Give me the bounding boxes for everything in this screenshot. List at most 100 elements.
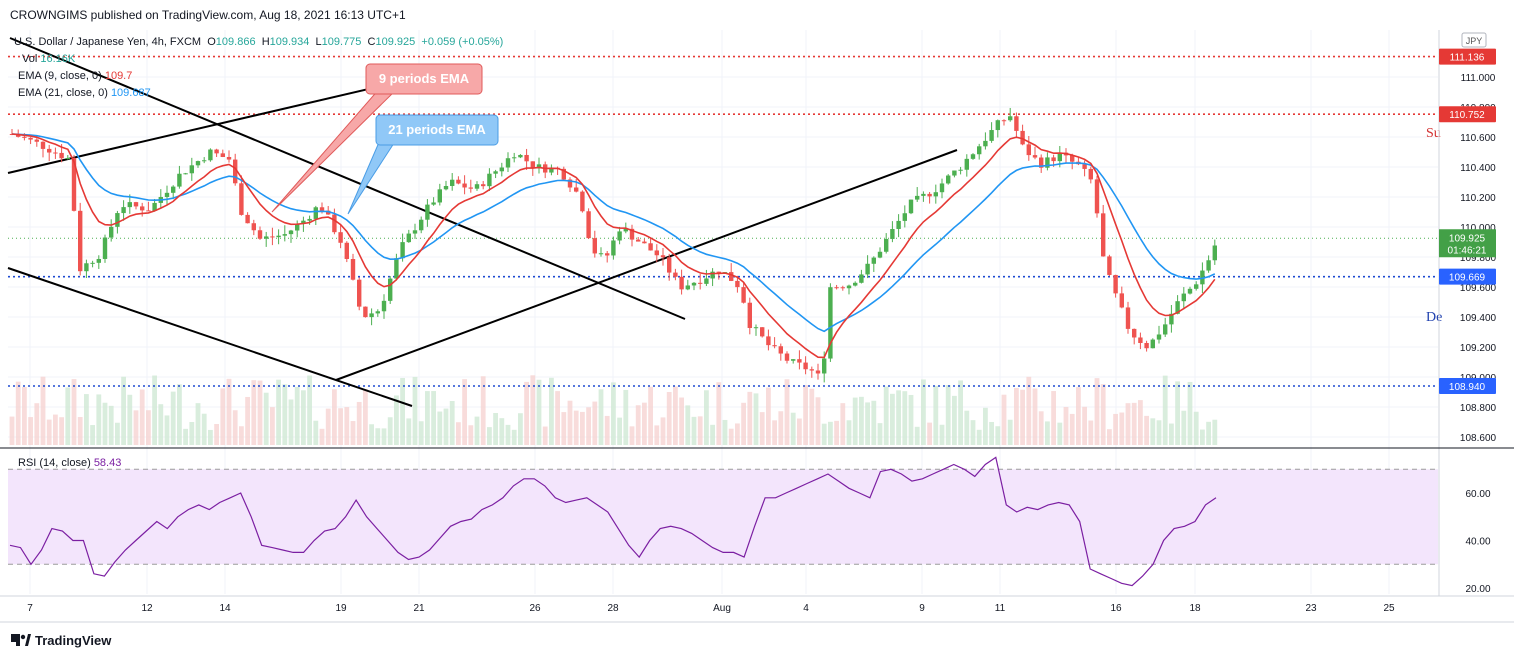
ema9-callout-text: 9 periods EMA: [379, 71, 470, 86]
candle: [1014, 112, 1019, 139]
volume-bar: [1107, 429, 1112, 445]
volume-bar: [809, 388, 815, 445]
candle: [747, 297, 752, 335]
volume-bar: [902, 391, 908, 445]
candle: [698, 274, 703, 290]
candle: [983, 132, 988, 150]
symbol-name[interactable]: U.S. Dollar / Japanese Yen, 4h, FXCM: [14, 36, 202, 48]
volume-bar: [1100, 384, 1106, 445]
volume-bar: [1014, 388, 1019, 445]
rsi-line: [9, 456, 1217, 587]
candle: [902, 205, 907, 228]
candle: [691, 282, 697, 291]
candle: [815, 363, 821, 380]
volume-bar: [164, 415, 170, 445]
volume-bar: [834, 420, 839, 445]
candle: [338, 224, 343, 249]
volume-bar: [995, 426, 1001, 445]
candle: [1039, 154, 1044, 173]
price-tag: 109.669: [1439, 268, 1496, 285]
volume-bar: [1007, 419, 1013, 445]
candle: [431, 197, 436, 206]
candle: [828, 283, 833, 362]
candle: [257, 226, 263, 240]
rsi-pane[interactable]: [8, 456, 1438, 587]
volume-bar: [673, 386, 678, 445]
volume-bar: [28, 417, 33, 445]
candle: [586, 208, 591, 240]
candle: [164, 185, 170, 206]
time-tick-label: 7: [27, 603, 33, 614]
candle: [704, 269, 709, 287]
candle: [710, 268, 715, 287]
time-tick-label: 14: [219, 603, 231, 614]
currency-badge[interactable]: JPY: [1461, 32, 1487, 48]
volume-bar: [350, 421, 356, 445]
volume-bar: [933, 385, 939, 445]
time-axis[interactable]: 7 12 14 19 21 26 28 Aug 4 9 11 16 18 23 25: [27, 603, 1395, 614]
volume-bar: [666, 392, 672, 445]
volume-bar: [865, 402, 870, 445]
volume-bar: [71, 379, 77, 445]
volume-bar: [617, 417, 622, 445]
volume-bar: [883, 386, 889, 445]
volume-bar: [474, 416, 480, 445]
volume-bar: [654, 425, 660, 445]
tradingview-logo-icon: [11, 634, 31, 646]
candle: [1045, 152, 1050, 171]
candle: [140, 202, 145, 217]
volume-bar: [741, 402, 746, 445]
vol-legend[interactable]: Vol 16.16K: [22, 53, 76, 65]
price-tag: 108.940: [1439, 378, 1496, 394]
candle: [121, 200, 126, 221]
ema21-value: 109.687: [110, 87, 151, 99]
candle: [499, 162, 504, 177]
volume-bar: [1088, 420, 1094, 445]
volume-bar: [59, 417, 64, 445]
volume-bar: [549, 377, 554, 445]
volume-bar: [46, 419, 52, 445]
price-tick-label: 109.600: [1460, 283, 1497, 294]
volume-bar: [573, 410, 579, 445]
volume-bar: [1119, 412, 1125, 445]
candle: [778, 343, 783, 361]
candle: [1125, 301, 1131, 334]
rsi-axis[interactable]: 20.00 40.00 60.00: [1465, 489, 1490, 595]
candle: [189, 157, 194, 181]
volume-bar: [1187, 381, 1193, 445]
volume-bar: [704, 390, 709, 445]
ema9-legend[interactable]: EMA (9, close, 0) 109.7: [18, 70, 133, 82]
candle: [518, 154, 523, 159]
candle: [505, 152, 511, 172]
candle: [350, 253, 356, 281]
volume-bar: [480, 376, 486, 445]
candle: [890, 221, 895, 243]
candle: [78, 202, 83, 276]
volume-bar: [1069, 413, 1075, 445]
volume-bar: [1001, 394, 1007, 445]
volume-bar: [1094, 378, 1100, 445]
rsi-legend[interactable]: RSI (14, close) 58.43: [18, 457, 122, 469]
candle: [1113, 274, 1118, 298]
time-tick-label: 26: [529, 603, 541, 614]
candle: [853, 281, 858, 287]
candle: [1088, 166, 1093, 184]
time-tick-label: 28: [607, 603, 619, 614]
volume-bar: [580, 411, 585, 445]
tradingview-logo[interactable]: TradingView: [11, 633, 112, 648]
candle: [654, 244, 659, 263]
volume-bar: [394, 395, 399, 445]
volume-bar: [716, 382, 722, 445]
volume-bar: [685, 405, 691, 445]
volume-bar: [251, 380, 257, 445]
candle: [611, 236, 616, 260]
volume-bar: [939, 424, 945, 445]
ema21-legend[interactable]: EMA (21, close, 0) 109.687: [18, 87, 151, 99]
candle: [741, 282, 746, 304]
volume-bar: [660, 417, 666, 445]
volume-bar: [214, 424, 219, 445]
candle: [220, 149, 225, 158]
ohlc-change: +0.059 (+0.05%): [421, 36, 504, 48]
